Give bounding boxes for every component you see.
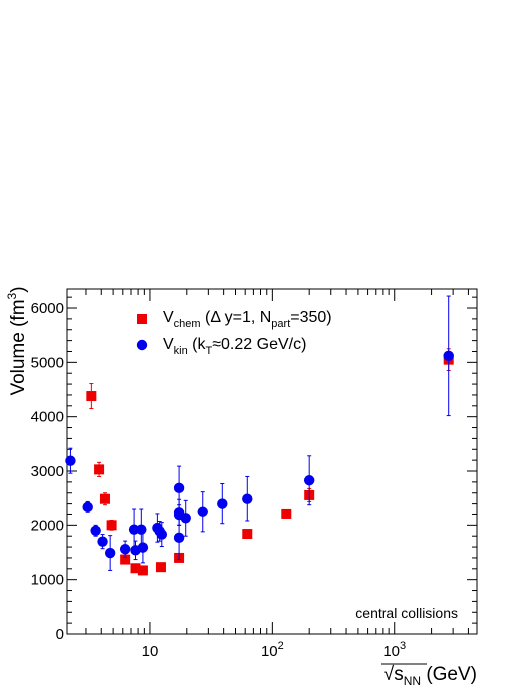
legend-label-vkin: Vkin (kT≈0.22 GeV/c)	[163, 336, 306, 357]
data-point-vchem	[94, 464, 105, 475]
data-point-vchem	[99, 493, 110, 504]
data-point-vchem	[106, 520, 117, 531]
data-point-vchem	[120, 554, 131, 565]
data-point-vchem	[86, 391, 97, 402]
data-point-vkin	[65, 455, 76, 466]
data-point-vchem	[137, 565, 148, 576]
data-point-vchem	[155, 562, 166, 573]
y-tick-label: 5000	[31, 354, 64, 371]
y-tick-label: 6000	[31, 300, 64, 317]
x-tick-label: 10	[142, 643, 159, 660]
y-axis-title: Volume (fm3)	[5, 286, 29, 395]
y-tick-label: 3000	[31, 463, 64, 480]
data-point-vkin	[137, 542, 149, 553]
x-tick-label: 103	[383, 640, 406, 660]
data-point-vkin	[128, 524, 140, 535]
data-point-vkin	[82, 501, 93, 513]
legend-marker-vchem	[137, 314, 147, 324]
data-point-vkin	[156, 529, 168, 540]
data-points	[65, 295, 454, 576]
data-point-vkin	[136, 524, 147, 535]
data-point-vkin	[104, 547, 116, 559]
data-point-vkin	[242, 493, 253, 504]
x-axis-title: √sNN (GeV)	[384, 664, 477, 688]
legend: Vchem (Δ y=1, Npart=350) Vkin (kT≈0.22 G…	[136, 309, 332, 357]
annotation-central-collisions: central collisions	[355, 605, 458, 621]
data-point-vchem	[281, 508, 292, 519]
data-point-vkin	[90, 525, 101, 536]
y-tick-label: 4000	[31, 409, 64, 426]
data-point-vkin	[197, 506, 208, 517]
data-point-vkin	[97, 536, 108, 547]
data-point-vkin	[180, 513, 191, 524]
data-point-vkin	[303, 475, 315, 486]
y-tick-label: 2000	[31, 517, 64, 534]
data-point-vkin	[173, 532, 185, 544]
y-tick-label: 0	[56, 626, 64, 643]
legend-marker-vkin	[136, 339, 148, 351]
data-point-vchem	[242, 529, 253, 540]
data-point-vchem	[130, 563, 141, 574]
legend-label-vchem: Vchem (Δ y=1, Npart=350)	[163, 309, 332, 330]
data-point-vkin	[173, 482, 185, 494]
axis-ticks: 0 1000 2000 3000 4000 5000 6000 10 102 103	[31, 289, 477, 660]
data-point-vkin	[443, 350, 454, 362]
data-point-vkin	[217, 498, 228, 509]
data-point-vkin	[119, 544, 131, 555]
y-tick-label: 1000	[31, 572, 64, 589]
x-tick-label: 102	[261, 640, 284, 660]
